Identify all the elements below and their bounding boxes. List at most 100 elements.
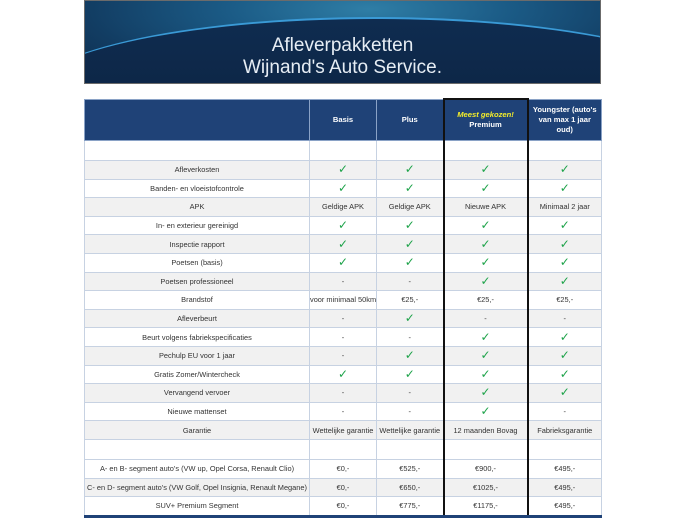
empty-cell xyxy=(442,140,529,161)
plus-cell: - xyxy=(376,271,444,292)
check-icon: ✓ xyxy=(337,366,349,381)
banner-subtitle: Wijnand's Auto Service. xyxy=(243,57,442,78)
youngster-cell: €495,- xyxy=(527,477,602,498)
check-icon: ✓ xyxy=(559,329,570,344)
check-icon: ✓ xyxy=(559,162,570,177)
check-icon: ✓ xyxy=(480,162,491,177)
label-cell: Poetsen professioneel xyxy=(84,271,310,292)
youngster-cell: - xyxy=(527,401,602,422)
label-cell: Banden- en vloeistofcontrole xyxy=(84,178,310,199)
youngster-cell: ✓ xyxy=(527,345,602,366)
check-icon: ✓ xyxy=(559,348,570,363)
basis-cell: Wettelijke garantie xyxy=(309,420,377,440)
check-icon: ✓ xyxy=(559,385,570,400)
empty-cell xyxy=(84,438,310,460)
check-icon: ✓ xyxy=(337,162,349,177)
feature-row: Poetsen professioneel - - ✓ ✓ xyxy=(84,271,602,292)
empty-cell xyxy=(527,140,602,161)
banner-title: Afleverpakketten xyxy=(271,35,414,56)
premium-cell: ✓ xyxy=(442,160,529,180)
check-icon: ✓ xyxy=(480,366,491,381)
youngster-cell: ✓ xyxy=(527,271,602,292)
header-plus: Plus xyxy=(376,98,444,141)
plus-cell: ✓ xyxy=(376,234,444,254)
price-row: SUV+ Premium Segment €0,- €775,- €1175,- €49… xyxy=(84,496,602,517)
premium-cell: €1025,- xyxy=(442,477,529,498)
check-icon: ✓ xyxy=(559,273,570,288)
check-icon: ✓ xyxy=(337,255,349,270)
banner: Afleverpakketten Wijnand's Auto Service. xyxy=(84,0,601,84)
header-basis: Basis xyxy=(309,98,377,141)
feature-row: APK Geldige APK Geldige APK Nieuwe APK Minim… xyxy=(84,197,602,217)
plus-cell: - xyxy=(376,401,444,422)
check-icon: ✓ xyxy=(480,180,491,195)
feature-row: Inspectie rapport ✓ ✓ ✓ ✓ xyxy=(84,234,602,254)
plus-cell: €775,- xyxy=(376,496,444,517)
price-row: C- en D- segment auto's (VW Golf, Opel I… xyxy=(84,477,602,498)
basis-cell: ✓ xyxy=(309,252,377,273)
youngster-cell: ✓ xyxy=(527,234,602,254)
premium-cell: ✓ xyxy=(442,234,529,254)
plus-cell: ✓ xyxy=(376,178,444,199)
premium-cell: €1175,- xyxy=(442,496,529,517)
premium-cell: ✓ xyxy=(442,364,529,385)
check-icon: ✓ xyxy=(404,180,415,195)
label-cell: In- en exterieur gereinigd xyxy=(84,215,310,236)
feature-row: Poetsen (basis) ✓ ✓ ✓ ✓ xyxy=(84,252,602,273)
premium-cell: ✓ xyxy=(442,215,529,236)
check-icon: ✓ xyxy=(337,218,349,233)
basis-cell: ✓ xyxy=(309,364,377,385)
empty-cell xyxy=(84,140,310,161)
feature-row: Garantie Wettelijke garantie Wettelijke ga… xyxy=(84,420,602,440)
check-icon: ✓ xyxy=(480,273,491,288)
basis-cell: - xyxy=(309,383,377,403)
check-icon: ✓ xyxy=(480,236,491,251)
label-cell: Inspectie rapport xyxy=(84,234,310,254)
plus-cell: Wettelijke garantie xyxy=(376,420,444,440)
basis-cell: €0,- xyxy=(309,458,377,479)
premium-cell: - xyxy=(442,308,529,329)
premium-cell: ✓ xyxy=(442,401,529,422)
basis-cell: Geldige APK xyxy=(309,197,377,217)
plus-cell: ✓ xyxy=(376,215,444,236)
plus-cell: ✓ xyxy=(376,308,444,329)
plus-cell: ✓ xyxy=(376,252,444,273)
check-icon: ✓ xyxy=(404,311,415,326)
plus-cell: €25,- xyxy=(376,290,444,310)
blank-row xyxy=(84,438,602,460)
empty-cell xyxy=(442,438,529,460)
premium-cell: ✓ xyxy=(442,383,529,403)
label-cell: Brandstof xyxy=(84,290,310,310)
check-icon: ✓ xyxy=(404,162,415,177)
basis-cell: - xyxy=(309,401,377,422)
label-cell: Pechulp EU voor 1 jaar xyxy=(84,345,310,366)
blank-row xyxy=(84,140,602,161)
premium-cell: ✓ xyxy=(442,178,529,199)
check-icon: ✓ xyxy=(480,404,491,419)
label-cell: Poetsen (basis) xyxy=(84,252,310,273)
check-icon: ✓ xyxy=(404,366,415,381)
header-youngster: Youngster (auto's van max 1 jaar oud) xyxy=(527,98,602,141)
premium-cell: €25,- xyxy=(442,290,529,310)
basis-cell: ✓ xyxy=(309,234,377,254)
premium-cell: ✓ xyxy=(442,327,529,347)
empty-cell xyxy=(527,438,602,460)
basis-cell: €0,- xyxy=(309,477,377,498)
label-cell: SUV+ Premium Segment xyxy=(84,496,310,517)
check-icon: ✓ xyxy=(337,236,349,251)
basis-cell: €0,- xyxy=(309,496,377,517)
basis-cell: ✓ xyxy=(309,178,377,199)
basis-cell: ✓ xyxy=(309,160,377,180)
youngster-cell: Fabrieksgarantie xyxy=(527,420,602,440)
plus-cell: ✓ xyxy=(376,345,444,366)
price-row: A- en B- segment auto's (VW up, Opel Cor… xyxy=(84,458,602,479)
basis-cell: voor minimaal 50km xyxy=(309,290,377,310)
youngster-cell: €495,- xyxy=(527,458,602,479)
empty-cell xyxy=(309,140,377,161)
empty-cell xyxy=(376,140,444,161)
premium-cell: Nieuwe APK xyxy=(442,197,529,217)
feature-row: In- en exterieur gereinigd ✓ ✓ ✓ ✓ xyxy=(84,215,602,236)
plus-cell: - xyxy=(376,383,444,403)
basis-cell: ✓ xyxy=(309,215,377,236)
youngster-cell: €495,- xyxy=(527,496,602,517)
